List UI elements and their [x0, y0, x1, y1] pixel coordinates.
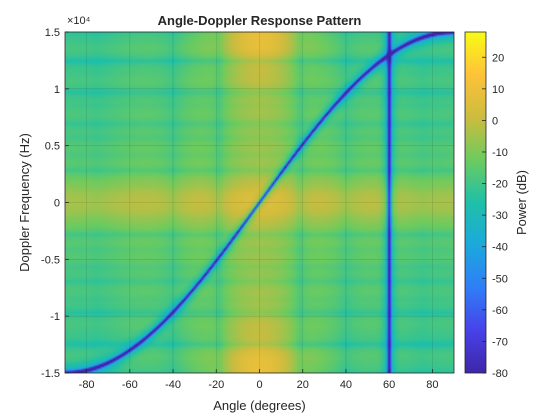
y-tick-label: -0.5: [41, 254, 60, 266]
x-tick-label: 80: [426, 379, 438, 391]
y-tick-label: 0.5: [45, 141, 60, 153]
y-tick-label: -1.5: [41, 368, 60, 380]
y-tick-label: 1: [54, 84, 60, 96]
colorbar-frame: [464, 31, 487, 374]
x-axis-label: Angle (degrees): [213, 398, 306, 413]
colorbar-tick-label: -50: [492, 273, 508, 285]
colorbar-tick-label: -40: [492, 242, 508, 254]
x-axis: -80 -60 -40 -20 0 20 40 60 80: [79, 369, 439, 391]
chart-title: Angle-Doppler Response Pattern: [158, 13, 362, 28]
colorbar-tick-label: 20: [492, 52, 504, 64]
colorbar-label: Power (dB): [514, 170, 529, 235]
y-axis: -1.5 -1 -0.5 0 0.5 1 1.5: [41, 27, 69, 380]
x-tick-label: -80: [79, 379, 95, 391]
colorbar-tick-label: -80: [492, 368, 508, 380]
colorbar-tick-label: -10: [492, 147, 508, 159]
heatmap-image: [65, 32, 454, 373]
y-tick-label: 0: [54, 198, 60, 210]
colorbar-tick-label: 0: [492, 115, 498, 127]
x-tick-label: -20: [208, 379, 224, 391]
colorbar-ticks: 20 10 0 -10 -20 -30 -40 -50 -60 -70 -80: [482, 52, 508, 380]
colorbar: 20 10 0 -10 -20 -30 -40 -50 -60 -70 -80 Power (dB): [464, 31, 529, 380]
x-tick-label: 60: [383, 379, 395, 391]
colorbar-tick-label: 10: [492, 84, 504, 96]
y-axis-label: Doppler Frequency (Hz): [17, 133, 32, 272]
x-tick-label: 40: [340, 379, 352, 391]
y-tick-label: -1: [50, 311, 60, 323]
x-tick-label: -60: [122, 379, 138, 391]
colorbar-tick-label: -60: [492, 305, 508, 317]
x-tick-label: 20: [297, 379, 309, 391]
plot-area: [64, 31, 455, 374]
y-exponent-label: ×10⁴: [67, 15, 91, 27]
colorbar-tick-label: -70: [492, 336, 508, 348]
y-tick-label: 1.5: [45, 27, 60, 39]
colorbar-gradient: [465, 32, 486, 373]
colorbar-tick-label: -30: [492, 210, 508, 222]
x-tick-label: -40: [165, 379, 181, 391]
x-tick-label: 0: [256, 379, 262, 391]
colorbar-tick-label: -20: [492, 179, 508, 191]
